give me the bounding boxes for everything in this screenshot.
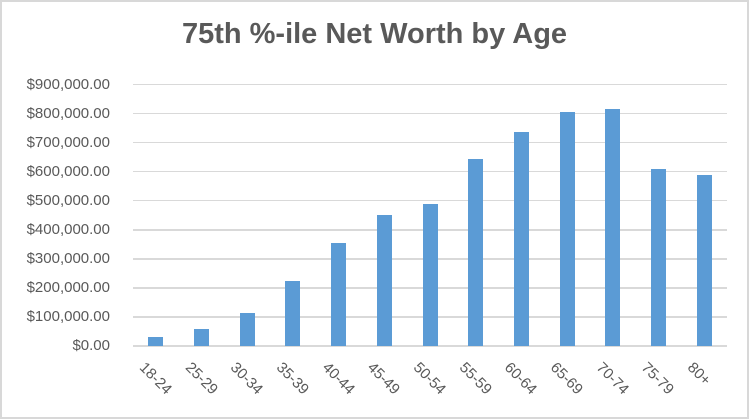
x-tick-label: 30-34 [227, 359, 267, 399]
gridline [133, 112, 727, 115]
x-tick-label: 80+ [684, 359, 715, 390]
x-tick-label: 18-24 [135, 359, 175, 399]
x-tick-label: 65-69 [547, 359, 587, 399]
bar [331, 242, 347, 346]
bar [285, 280, 301, 346]
bar [468, 158, 484, 346]
y-tick-label: $500,000.00 [26, 191, 110, 209]
chart-title: 75th %-ile Net Worth by Age [181, 18, 568, 50]
gridline [133, 199, 727, 202]
bar [422, 203, 438, 346]
y-tick-label: $200,000.00 [26, 278, 110, 296]
bar [650, 168, 666, 346]
y-tick-label: $900,000.00 [26, 75, 110, 93]
bar [696, 174, 712, 346]
y-tick-label: $0.00 [72, 337, 110, 354]
x-tick-label: 60-64 [501, 359, 541, 399]
bar [513, 132, 529, 346]
y-tick-label: $300,000.00 [26, 249, 110, 267]
x-tick-label: 40-44 [318, 359, 358, 399]
y-tick-label: $700,000.00 [26, 133, 110, 151]
gridline [133, 83, 727, 86]
bar [605, 109, 621, 346]
y-tick-label: $400,000.00 [26, 220, 110, 238]
bar [376, 215, 392, 346]
bar [148, 337, 164, 346]
y-tick-label: $600,000.00 [26, 162, 110, 180]
x-axis-line [133, 345, 727, 347]
bar [239, 312, 255, 346]
bar [194, 328, 210, 346]
gridline [133, 170, 727, 173]
gridline [133, 141, 727, 144]
x-tick-label: 35-39 [272, 359, 313, 399]
y-tick-label: $800,000.00 [26, 104, 110, 122]
x-tick-label: 45-49 [364, 359, 404, 399]
x-tick-label: 50-54 [409, 359, 450, 399]
x-tick-label: 25-29 [181, 359, 221, 399]
bar [559, 112, 575, 346]
x-tick-label: 75-79 [638, 359, 678, 399]
y-tick-label: $100,000.00 [26, 307, 110, 325]
x-tick-label: 55-59 [455, 359, 495, 399]
x-tick-label: 70-74 [592, 359, 632, 399]
